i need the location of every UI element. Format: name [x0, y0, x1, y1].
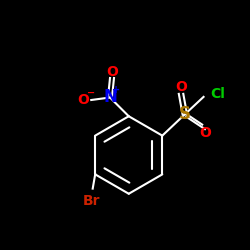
Text: Cl: Cl: [210, 88, 226, 102]
Text: −: −: [87, 88, 95, 98]
Text: O: O: [200, 126, 211, 140]
Text: N: N: [103, 88, 117, 106]
Text: O: O: [106, 64, 118, 78]
Text: O: O: [175, 80, 187, 94]
Text: O: O: [77, 93, 89, 107]
Text: +: +: [112, 85, 120, 95]
Text: Br: Br: [83, 194, 100, 208]
Text: S: S: [179, 106, 191, 123]
